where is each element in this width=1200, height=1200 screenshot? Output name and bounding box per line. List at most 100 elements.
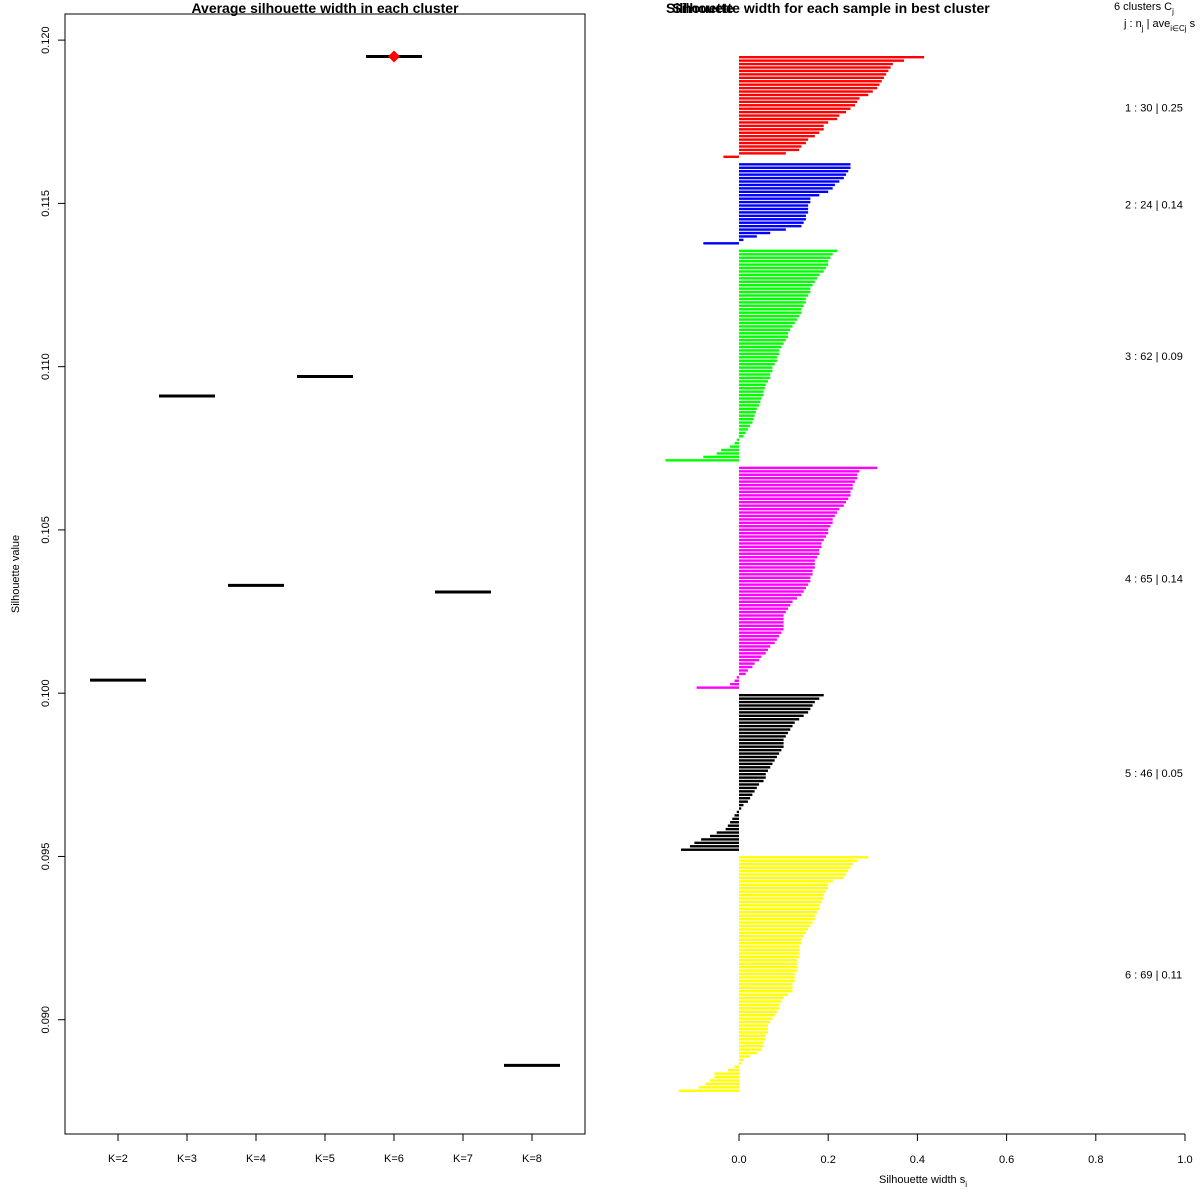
silhouette-bar: [739, 428, 748, 431]
silhouette-bar: [739, 131, 820, 134]
silhouette-bar: [739, 152, 786, 155]
silhouette-bar: [739, 518, 833, 521]
silhouette-bar: [739, 466, 878, 470]
cluster-labels: 1 : 30 | 0.25 2 : 24 | 0.14 3 : 62 | 0.09 4…: [1125, 103, 1183, 982]
silhouette-bar: [739, 935, 804, 938]
silhouette-bar: [739, 421, 753, 424]
silhouette-bar: [739, 383, 766, 386]
x-tick-label: 0.0: [731, 1154, 746, 1166]
silhouette-bar: [681, 848, 739, 851]
silhouette-bar: [739, 76, 884, 80]
y-tick-label: 0.095: [40, 843, 52, 871]
silhouette-bar: [705, 1082, 739, 1086]
silhouette-bar: [739, 404, 760, 407]
silhouette-bar: [739, 797, 751, 800]
cluster-label: 6 : 69 | 0.11: [1125, 970, 1182, 982]
silhouette-bar: [739, 56, 925, 59]
y-tick-label: 0.115: [40, 190, 52, 217]
silhouette-bar: [739, 886, 829, 890]
silhouette-bar: [739, 745, 784, 748]
silhouette-bar: [739, 280, 815, 283]
right-panel: Silhouette Silhouette width for each sam…: [665, 0, 1196, 1189]
silhouette-bar: [723, 155, 739, 158]
y-tick-label: 0.105: [40, 516, 52, 544]
silhouette-bar: [739, 86, 878, 90]
silhouette-bar: [739, 1020, 771, 1024]
silhouette-bar: [739, 321, 795, 325]
silhouette-bar: [739, 938, 802, 941]
silhouette-bar: [739, 693, 824, 697]
silhouette-bar: [739, 790, 755, 793]
silhouette-bar: [739, 148, 800, 152]
silhouette-bar: [739, 387, 765, 390]
cluster-label: 3 : 62 | 0.09: [1125, 351, 1183, 363]
silhouette-bar: [739, 1031, 768, 1034]
silhouette-bar: [710, 1079, 739, 1082]
silhouette-bar: [739, 390, 764, 393]
silhouette-bar: [739, 104, 855, 107]
x-tick-label: K=7: [453, 1153, 473, 1165]
silhouette-bar: [739, 1044, 764, 1048]
silhouette-bar: [739, 90, 873, 93]
silhouette-bar: [739, 652, 766, 655]
silhouette-bar: [739, 738, 784, 742]
silhouette-bar: [739, 349, 780, 352]
silhouette-bar: [739, 170, 849, 173]
silhouette-bar: [739, 962, 797, 965]
silhouette-bar: [739, 583, 809, 586]
silhouette-bar: [739, 621, 784, 624]
silhouette-bar: [739, 342, 784, 345]
y-tick-label: 0.110: [40, 353, 52, 380]
x-tick-label: 0.2: [821, 1154, 836, 1166]
silhouette-bar: [739, 352, 780, 356]
silhouette-bar: [739, 173, 847, 176]
silhouette-bars: [665, 56, 925, 1092]
silhouette-bar: [739, 576, 811, 579]
silhouette-bar: [739, 369, 773, 373]
right-title-overlap: Silhouette: [666, 0, 734, 16]
silhouette-bar: [739, 501, 847, 504]
silhouette-bar: [739, 176, 844, 180]
silhouette-bar: [739, 376, 771, 380]
silhouette-bar: [739, 941, 802, 945]
silhouette-bar: [739, 986, 793, 989]
silhouette-bar: [739, 672, 746, 676]
cluster-header-line1: 6 clusters Cj: [1114, 1, 1174, 16]
silhouette-bar: [739, 628, 784, 631]
silhouette-bar: [739, 80, 882, 83]
silhouette-bar: [739, 1000, 782, 1003]
silhouette-bar: [698, 1086, 739, 1089]
silhouette-bar: [739, 776, 766, 779]
silhouette-bar: [739, 579, 811, 583]
x-tick-label: K=3: [177, 1153, 197, 1165]
silhouette-bar: [739, 731, 789, 735]
silhouette-bar: [739, 1041, 764, 1044]
silhouette-bar: [739, 197, 811, 200]
silhouette-bar: [739, 752, 780, 755]
silhouette-bar: [739, 514, 835, 518]
silhouette-bar: [725, 827, 739, 831]
silhouette-bar: [739, 1038, 766, 1041]
silhouette-bar: [739, 1007, 780, 1010]
left-plot-frame: [64, 13, 586, 1135]
silhouette-bar: [739, 665, 753, 669]
silhouette-bar: [739, 862, 853, 866]
silhouette-bar: [730, 821, 739, 824]
silhouette-bar: [739, 231, 771, 235]
silhouette-bar: [739, 983, 793, 986]
silhouette-bar: [739, 648, 768, 652]
cluster-label: 5 : 46 | 0.05: [1125, 768, 1183, 780]
silhouette-bar: [739, 531, 829, 535]
silhouette-bar: [739, 762, 773, 766]
silhouette-bar: [730, 683, 739, 686]
silhouette-bar: [739, 504, 844, 507]
left-y-axis-label: Silhouette value: [10, 535, 22, 613]
silhouette-bar: [739, 263, 829, 266]
silhouette-bar: [739, 287, 811, 290]
x-tick-label: K=6: [384, 1153, 404, 1165]
right-x-axis-label: Silhouette width si: [879, 1174, 967, 1189]
silhouette-bar: [736, 438, 739, 441]
silhouette-bar: [739, 1034, 766, 1038]
silhouette-bar: [739, 542, 822, 545]
silhouette-bar: [739, 511, 838, 514]
